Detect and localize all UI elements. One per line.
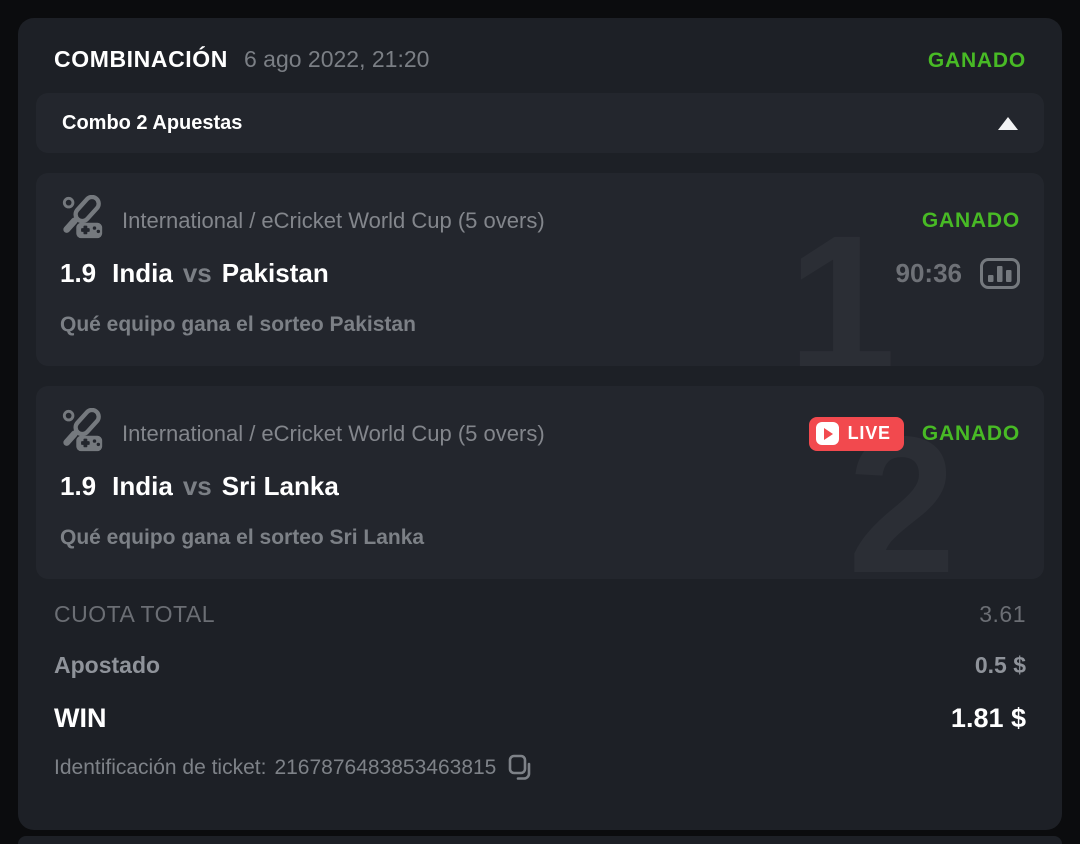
combo-title: Combo 2 Apuestas	[62, 111, 243, 134]
copy-icon[interactable]	[508, 754, 533, 781]
team-away: Pakistan	[221, 258, 329, 288]
bet-odds: 1.9	[60, 258, 97, 288]
bet-card-2: 2 International / eCricket World Cup	[36, 386, 1044, 579]
ticket-header: COMBINACIÓN 6 ago 2022, 21:20 GANADO	[18, 18, 1062, 73]
bet-ticket-card: COMBINACIÓN 6 ago 2022, 21:20 GANADO Com…	[18, 18, 1062, 830]
stake-label: Apostado	[54, 652, 161, 678]
team-home: India	[112, 258, 173, 288]
stake-value: 0.5 $	[974, 652, 1026, 678]
total-odds-value: 3.61	[979, 601, 1026, 627]
bet-status-badge: GANADO	[921, 421, 1020, 445]
bet-odds: 1.9	[60, 471, 97, 501]
vs-separator: vs	[182, 258, 212, 288]
ticket-status-badge: GANADO	[927, 49, 1026, 72]
bet-datetime: 6 ago 2022, 21:20	[243, 46, 430, 72]
team-away: Sri Lanka	[221, 471, 339, 501]
live-badge: LIVE	[808, 416, 904, 451]
team-home: India	[112, 471, 173, 501]
esports-cricket-icon	[60, 194, 106, 246]
bet-status-badge: GANADO	[921, 208, 1020, 232]
esports-cricket-icon	[60, 407, 106, 459]
bet-type-label: COMBINACIÓN	[54, 46, 228, 72]
market-description: Qué equipo gana el sorteo Pakistan	[60, 313, 416, 336]
vs-separator: vs	[182, 471, 212, 501]
live-label: LIVE	[847, 423, 891, 443]
combo-toggle-row[interactable]: Combo 2 Apuestas	[36, 93, 1044, 153]
bet-card-1: 1 International / eCricket World Cup	[36, 173, 1044, 366]
league-name: International / eCricket World Cup (5 ov…	[122, 420, 545, 446]
market-description: Qué equipo gana el sorteo Sri Lanka	[60, 526, 425, 549]
next-ticket-peek	[18, 836, 1062, 844]
ticket-id-label: Identificación de ticket:	[54, 755, 267, 779]
league-name: International / eCricket World Cup (5 ov…	[122, 207, 545, 233]
ticket-id-value: 2167876483853463815	[274, 755, 497, 779]
total-odds-label: CUOTA TOTAL	[54, 601, 215, 627]
collapse-up-icon[interactable]	[998, 116, 1018, 130]
ticket-summary: CUOTA TOTAL 3.61 Apostado 0.5 $ WIN 1.81…	[18, 601, 1062, 781]
win-label: WIN	[54, 703, 107, 733]
match-score: 90:36	[895, 258, 963, 288]
win-value: 1.81 $	[950, 703, 1026, 733]
stats-icon[interactable]	[980, 258, 1020, 289]
play-icon	[815, 422, 839, 445]
bet-number-watermark: 1	[787, 195, 896, 367]
